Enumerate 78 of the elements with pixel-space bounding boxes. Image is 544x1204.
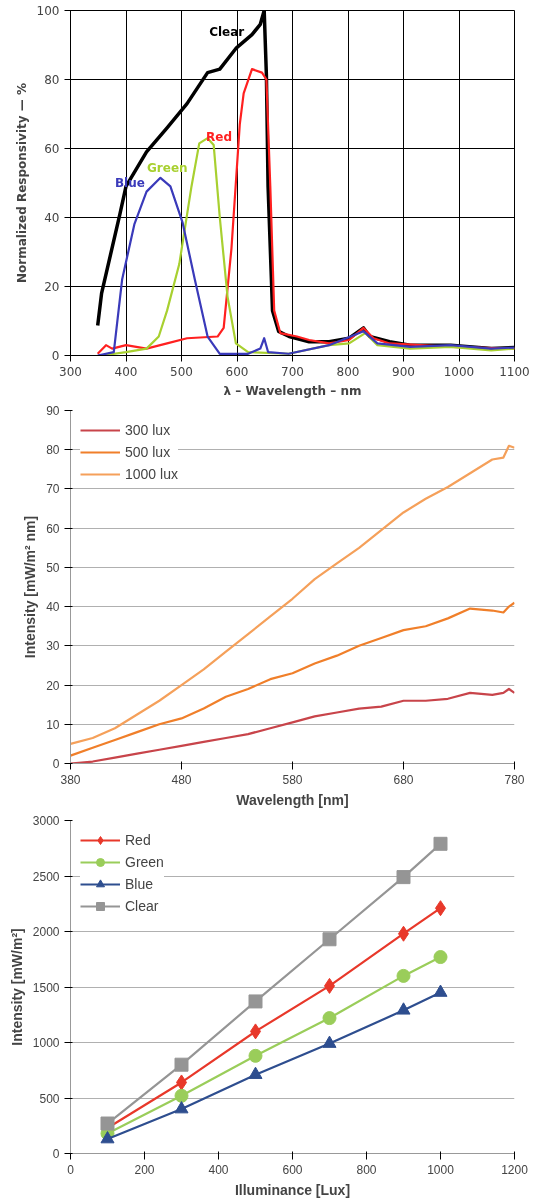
point <box>100 1131 115 1144</box>
y-tick-label: 1000 <box>32 1036 60 1050</box>
y-tick-label: 100 <box>36 4 60 18</box>
point <box>433 950 448 965</box>
point <box>433 984 448 997</box>
y-tick-label: 2000 <box>32 925 60 939</box>
legend-label: Blue <box>125 876 154 892</box>
x-tick-label: 800 <box>356 1162 377 1177</box>
y-axis-title: Normalized Responsivity — % <box>14 83 29 283</box>
y-axis-title: Intensity [mW/m²] <box>8 928 25 1046</box>
point <box>322 932 337 947</box>
point <box>174 1057 189 1072</box>
x-tick-label: 600 <box>282 1162 303 1177</box>
y-tick-label: 70 <box>46 482 60 497</box>
y-tick-label: 80 <box>44 73 60 87</box>
x-tick-label: 800 <box>336 364 360 379</box>
y-tick-label: 10 <box>46 717 60 732</box>
point <box>322 1011 337 1026</box>
x-tick-label: 400 <box>208 1162 229 1177</box>
x-tick-label: 1000 <box>443 364 475 379</box>
x-tick-label: 700 <box>281 364 304 379</box>
x-tick-label: 380 <box>60 772 81 787</box>
x-tick-label: 900 <box>392 364 415 379</box>
x-tick-label: 600 <box>225 364 249 379</box>
legend-label: Green <box>125 854 164 870</box>
y-tick-label: 30 <box>46 639 60 654</box>
y-tick-label: 50 <box>46 560 60 575</box>
x-tick-label: 500 <box>170 364 193 379</box>
y-tick-label: 60 <box>46 521 60 536</box>
point <box>396 1002 411 1015</box>
series-label: Red <box>206 130 233 145</box>
legend-label: 500 lux <box>125 444 171 460</box>
x-tick-label: 200 <box>134 1162 155 1177</box>
x-tick-label: 1100 <box>499 364 530 379</box>
y-tick-label: 3000 <box>32 814 60 828</box>
x-axis-title: Illuminance [Lux] <box>234 1181 351 1198</box>
x-tick-label: 580 <box>282 772 303 787</box>
x-axis-title: Wavelength [nm] <box>236 791 349 808</box>
point <box>396 968 411 983</box>
x-tick-label: 1000 <box>427 1162 455 1177</box>
x-tick-label: 680 <box>393 772 414 787</box>
y-tick-label: 60 <box>44 142 60 156</box>
y-tick-label: 90 <box>46 404 60 418</box>
y-tick-label: 0 <box>52 1147 60 1161</box>
point <box>396 870 411 885</box>
point <box>433 836 448 851</box>
x-tick-label: 300 <box>59 364 82 379</box>
x-axis-title: λ – Wavelength – nm <box>223 383 362 398</box>
legend-label: Red <box>125 832 151 848</box>
x-tick-label: 780 <box>504 772 525 787</box>
point <box>248 1048 263 1063</box>
point <box>248 1066 263 1079</box>
point <box>322 1035 337 1048</box>
y-axis-title: Intensity [mW/m² nm] <box>22 515 39 659</box>
point <box>100 1116 115 1131</box>
line-series <box>70 601 515 757</box>
x-tick-label: 1200 <box>501 1162 529 1177</box>
legend-label: 300 lux <box>125 422 171 438</box>
y-tick-label: 0 <box>52 757 60 771</box>
legend-label: Clear <box>125 898 159 914</box>
y-tick-label: 20 <box>46 678 60 693</box>
y-tick-label: 2500 <box>32 869 60 884</box>
x-tick-label: 0 <box>67 1162 75 1177</box>
x-tick-label: 480 <box>171 772 192 787</box>
y-tick-label: 1500 <box>32 980 60 995</box>
y-tick-label: 500 <box>39 1091 60 1106</box>
line-series <box>70 444 515 745</box>
legend-label: 1000 lux <box>125 466 178 482</box>
point <box>174 1101 189 1114</box>
y-tick-label: 40 <box>44 211 60 225</box>
y-tick-label: 0 <box>51 349 60 363</box>
y-tick-label: 80 <box>46 443 60 458</box>
line-series <box>96 176 515 356</box>
x-tick-label: 400 <box>114 364 138 379</box>
y-tick-label: 40 <box>46 600 60 615</box>
y-tick-label: 20 <box>44 280 60 294</box>
point <box>248 994 263 1009</box>
point <box>174 1088 189 1103</box>
